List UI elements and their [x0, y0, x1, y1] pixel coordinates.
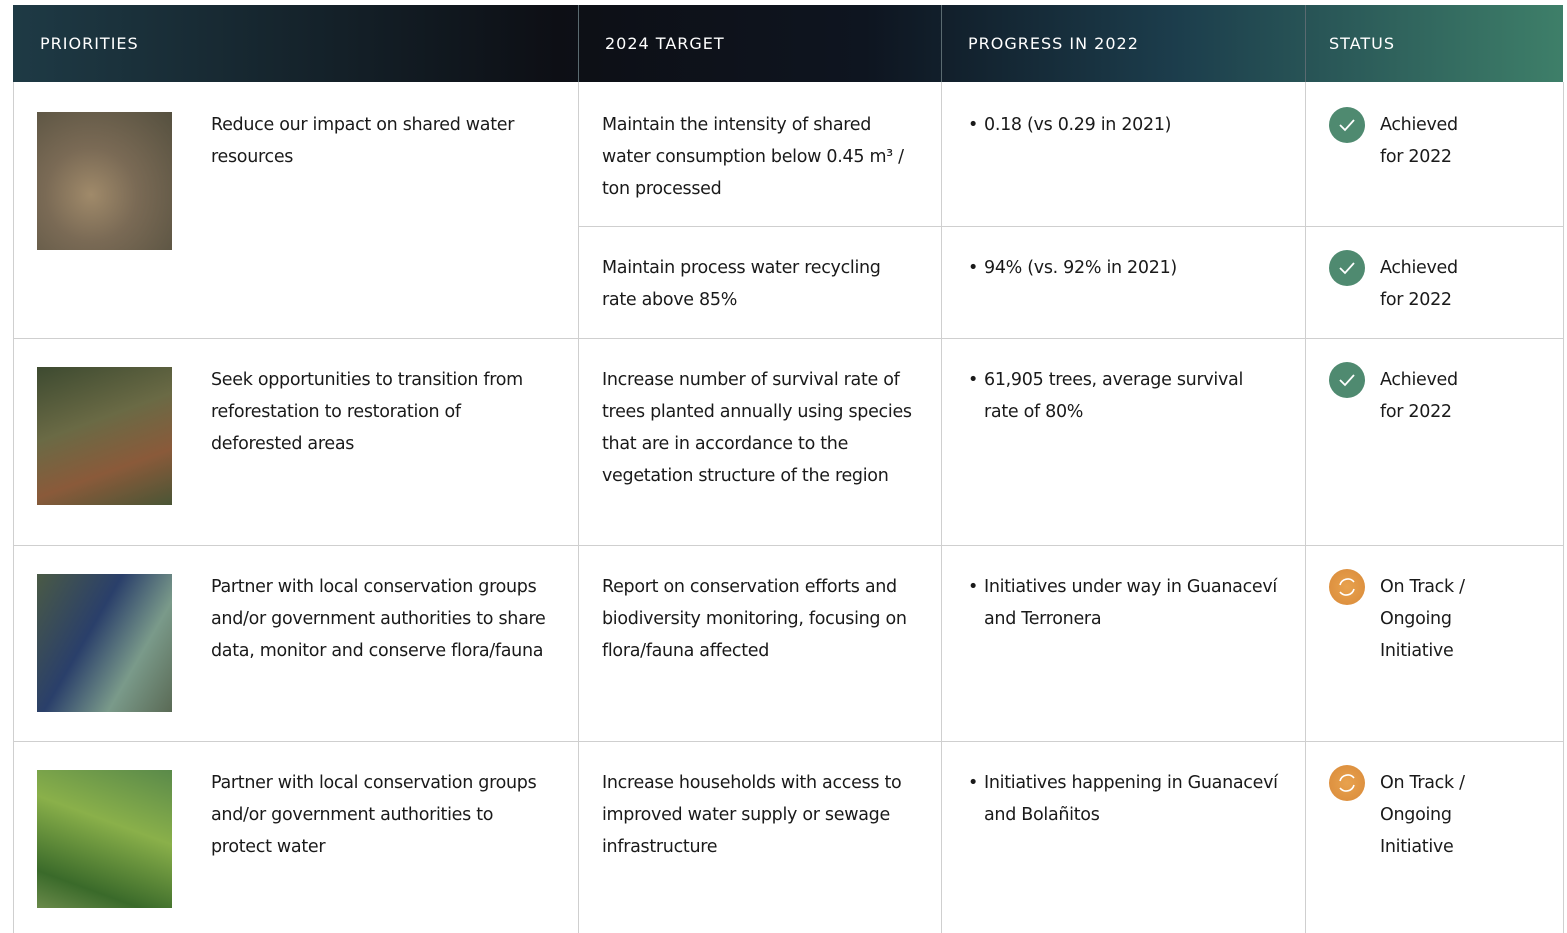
column-header: 2024 TARGET	[605, 34, 725, 53]
border	[578, 226, 1564, 227]
photo	[37, 367, 172, 505]
border	[13, 82, 14, 933]
border	[13, 338, 1564, 339]
achieved-icon	[1329, 250, 1365, 286]
separator	[1305, 5, 1306, 82]
column-header: PROGRESS IN 2022	[968, 34, 1139, 53]
column-header: STATUS	[1329, 34, 1396, 53]
status: Achieved for 2022	[1380, 258, 1458, 310]
border	[578, 82, 579, 933]
progress: Initiatives happening in Guanaceví and B…	[968, 767, 1279, 831]
progress: Initiatives under way in Guanaceví and T…	[968, 571, 1279, 635]
achieved-icon	[1329, 107, 1365, 143]
border	[1563, 82, 1564, 933]
priority: Seek opportunities to transition from re…	[211, 370, 523, 454]
priority: Partner with local conservation groups a…	[211, 577, 546, 661]
target: Increase number of survival rate of tree…	[602, 370, 912, 486]
photo	[37, 112, 172, 250]
progress: 0.18 (vs 0.29 in 2021)	[968, 109, 1279, 141]
photo	[37, 770, 172, 908]
border	[13, 545, 1564, 546]
status: Achieved for 2022	[1380, 115, 1458, 167]
border	[1305, 82, 1306, 933]
status: Achieved for 2022	[1380, 370, 1458, 422]
separator	[941, 5, 942, 82]
priority: Partner with local conservation groups a…	[211, 773, 537, 857]
separator	[578, 5, 579, 82]
ongoing-icon	[1329, 765, 1365, 801]
progress: 94% (vs. 92% in 2021)	[968, 252, 1279, 284]
header-bar	[13, 5, 1563, 82]
photo	[37, 574, 172, 712]
border	[941, 82, 942, 933]
column-header: PRIORITIES	[40, 34, 139, 53]
status: On Track / Ongoing Initiative	[1380, 577, 1465, 661]
target: Report on conservation efforts and biodi…	[602, 577, 907, 661]
ongoing-icon	[1329, 569, 1365, 605]
priority: Reduce our impact on shared water resour…	[211, 115, 515, 167]
target: Maintain process water recycling rate ab…	[602, 258, 881, 310]
status: On Track / Ongoing Initiative	[1380, 773, 1465, 857]
achieved-icon	[1329, 362, 1365, 398]
target: Maintain the intensity of shared water c…	[602, 115, 904, 199]
progress: 61,905 trees, average survival rate of 8…	[968, 364, 1279, 428]
border	[13, 741, 1564, 742]
target: Increase households with access to impro…	[602, 773, 902, 857]
